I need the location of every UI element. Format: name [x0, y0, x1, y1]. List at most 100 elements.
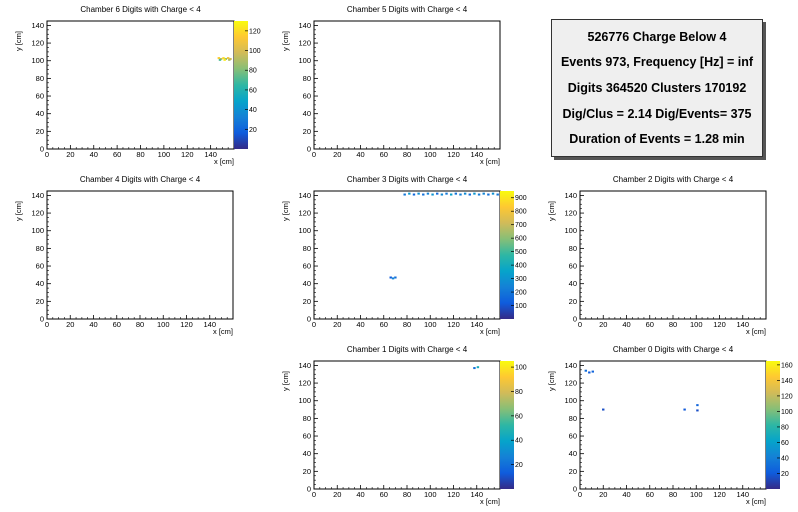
data-point [408, 192, 411, 195]
x-tick-label: 80 [403, 150, 411, 159]
colorbar-tick-label: 80 [249, 68, 257, 75]
x-tick-label: 80 [403, 320, 411, 329]
y-tick-label: 80 [303, 74, 311, 83]
x-tick-label: 100 [424, 490, 437, 499]
colorbar-tick-label: 40 [249, 107, 257, 114]
x-tick-label: 140 [736, 320, 749, 329]
x-tick-label: 120 [447, 490, 460, 499]
y-tick-label: 60 [36, 92, 44, 101]
chamber-plot-ch0: Chamber 0 Digits with Charge < 4 0 20 40 60 8… [547, 345, 793, 506]
plot-frame [313, 190, 501, 320]
plot-title: Chamber 0 Digits with Charge < 4 [613, 345, 734, 354]
x-tick-label: 80 [136, 150, 144, 159]
colorbar [234, 21, 248, 149]
x-tick-label: 0 [45, 150, 49, 159]
data-point [417, 192, 420, 195]
chamber-plot-ch4: Chamber 4 Digits with Charge < 4 0 20 40 60 8… [14, 175, 234, 336]
data-point [487, 193, 490, 196]
x-tick-label: 140 [736, 490, 749, 499]
data-point [584, 369, 588, 372]
y-tick-label: 120 [31, 39, 44, 48]
data-point [389, 276, 392, 279]
y-tick-label: 0 [307, 145, 311, 154]
data-point [459, 193, 462, 196]
y-tick-label: 120 [298, 39, 311, 48]
x-tick-label: 40 [622, 490, 630, 499]
data-point [491, 192, 495, 195]
y-tick-label: 20 [569, 467, 577, 476]
y-tick-label: 100 [31, 56, 44, 65]
y-tick-label: 20 [303, 297, 311, 306]
colorbar-tick-label: 60 [515, 413, 523, 420]
colorbar-tick-label: 400 [515, 263, 527, 270]
colorbar-tick-label: 100 [249, 48, 261, 55]
chamber-plot-ch5: Chamber 5 Digits with Charge < 4 0 20 40 60 8… [281, 5, 501, 166]
x-axis-label: x [cm] [746, 497, 766, 506]
plot-frame [579, 190, 767, 320]
x-tick-label: 80 [669, 320, 677, 329]
x-tick-label: 120 [447, 150, 460, 159]
x-tick-label: 60 [380, 490, 388, 499]
y-tick-label: 60 [36, 262, 44, 271]
x-tick-label: 20 [599, 320, 607, 329]
plot-frame [313, 360, 501, 490]
y-tick-label: 60 [303, 92, 311, 101]
y-tick-label: 80 [569, 244, 577, 253]
colorbar-tick-label: 20 [249, 127, 257, 134]
y-tick-label: 140 [564, 191, 577, 200]
y-tick-label: 80 [569, 414, 577, 423]
y-tick-label: 60 [303, 432, 311, 441]
y-tick-label: 120 [298, 379, 311, 388]
plot-title: Chamber 1 Digits with Charge < 4 [347, 345, 468, 354]
x-tick-label: 100 [157, 320, 170, 329]
data-point [696, 409, 699, 412]
data-point [222, 57, 225, 60]
colorbar-tick-label: 20 [515, 462, 523, 469]
colorbar-tick-label: 100 [781, 409, 793, 416]
x-tick-label: 60 [380, 150, 388, 159]
x-tick-label: 100 [690, 490, 703, 499]
colorbar-tick-label: 300 [515, 276, 527, 283]
y-tick-label: 80 [303, 244, 311, 253]
data-point [422, 193, 425, 196]
y-tick-label: 120 [31, 209, 44, 218]
stats-digits-clusters: Digits 364520 Clusters 170192 [567, 80, 747, 95]
y-tick-label: 100 [298, 226, 311, 235]
data-point [588, 371, 591, 374]
y-tick-label: 60 [569, 432, 577, 441]
colorbar [500, 361, 514, 489]
data-point [436, 192, 439, 195]
data-point [228, 58, 231, 61]
chamber-plot-ch2: Chamber 2 Digits with Charge < 4 0 20 40 60 8… [547, 175, 767, 336]
x-tick-label: 60 [113, 320, 121, 329]
x-tick-label: 80 [669, 490, 677, 499]
y-tick-label: 100 [298, 56, 311, 65]
x-axis-label: x [cm] [214, 157, 234, 166]
y-tick-label: 80 [36, 74, 44, 83]
x-axis-label: x [cm] [213, 327, 233, 336]
y-tick-label: 40 [569, 279, 577, 288]
x-tick-label: 20 [66, 150, 74, 159]
stats-events-frequency: Events 973, Frequency [Hz] = inf [560, 55, 754, 70]
colorbar-tick-label: 60 [781, 440, 789, 447]
x-tick-label: 140 [470, 490, 483, 499]
y-tick-label: 140 [31, 21, 44, 30]
y-axis-label: y [cm] [547, 201, 556, 221]
y-tick-label: 20 [303, 467, 311, 476]
y-tick-label: 80 [303, 414, 311, 423]
x-tick-label: 40 [356, 150, 364, 159]
y-tick-label: 40 [303, 109, 311, 118]
colorbar-tick-label: 140 [781, 378, 793, 385]
x-tick-label: 80 [136, 320, 144, 329]
y-tick-label: 40 [303, 279, 311, 288]
data-point [426, 192, 430, 195]
colorbar-tick-label: 500 [515, 249, 527, 256]
chamber-plot-ch3: Chamber 3 Digits with Charge < 4 0 20 40 60 8… [281, 175, 527, 336]
y-axis-label: y [cm] [281, 371, 290, 391]
x-tick-label: 100 [424, 150, 437, 159]
x-tick-label: 20 [333, 490, 341, 499]
x-tick-label: 0 [312, 490, 316, 499]
x-axis-label: x [cm] [480, 327, 500, 336]
y-tick-label: 0 [307, 485, 311, 494]
colorbar-tick-label: 40 [515, 438, 523, 445]
